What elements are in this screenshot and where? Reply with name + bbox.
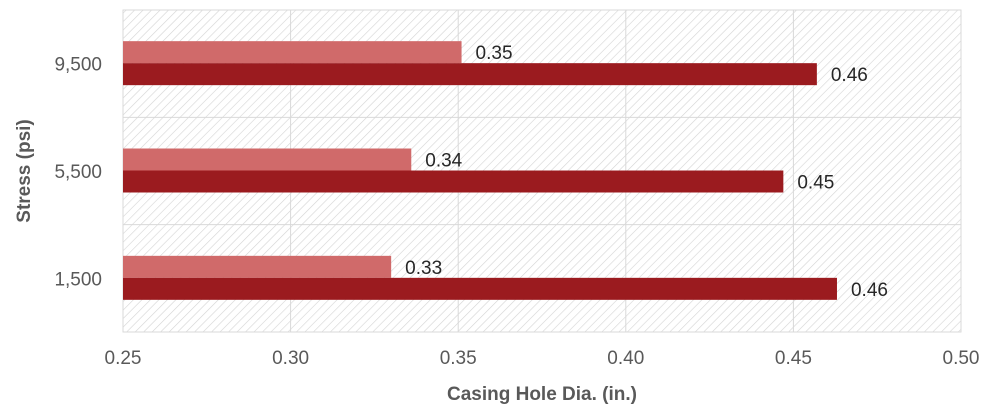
bar-series-2-9500 — [123, 63, 817, 86]
x-tick-labels: 0.25 0.30 0.35 0.40 0.45 0.50 — [105, 348, 980, 369]
y-tick-label: 9,500 — [54, 55, 102, 76]
bar-series-2-1500 — [123, 277, 837, 300]
data-label: 0.35 — [476, 43, 513, 64]
x-tick-label: 0.30 — [272, 348, 309, 369]
data-label: 0.46 — [851, 280, 888, 301]
bar-series-1-9500 — [123, 41, 462, 64]
x-tick-label: 0.35 — [440, 348, 477, 369]
x-tick-label: 0.50 — [943, 348, 980, 369]
bar-series-1-5500 — [123, 148, 412, 171]
x-tick-label: 0.45 — [775, 348, 812, 369]
x-tick-label: 0.40 — [607, 348, 644, 369]
bars — [123, 41, 837, 300]
y-tick-labels: 1,500 5,500 9,500 — [54, 55, 102, 291]
bar-series-1-1500 — [123, 255, 392, 278]
data-label: 0.46 — [831, 65, 868, 86]
x-axis-title: Casing Hole Dia. (in.) — [447, 384, 637, 405]
y-tick-label: 1,500 — [54, 269, 102, 290]
bar-series-2-5500 — [123, 170, 784, 193]
data-label: 0.34 — [425, 151, 462, 172]
y-tick-label: 5,500 — [54, 162, 102, 183]
data-labels: 0.33 0.46 0.34 0.45 0.35 0.46 — [405, 43, 888, 301]
x-tick-label: 0.25 — [105, 348, 142, 369]
data-label: 0.33 — [405, 258, 442, 279]
data-label: 0.45 — [797, 173, 834, 194]
y-axis-title: Stress (psi) — [14, 119, 35, 222]
